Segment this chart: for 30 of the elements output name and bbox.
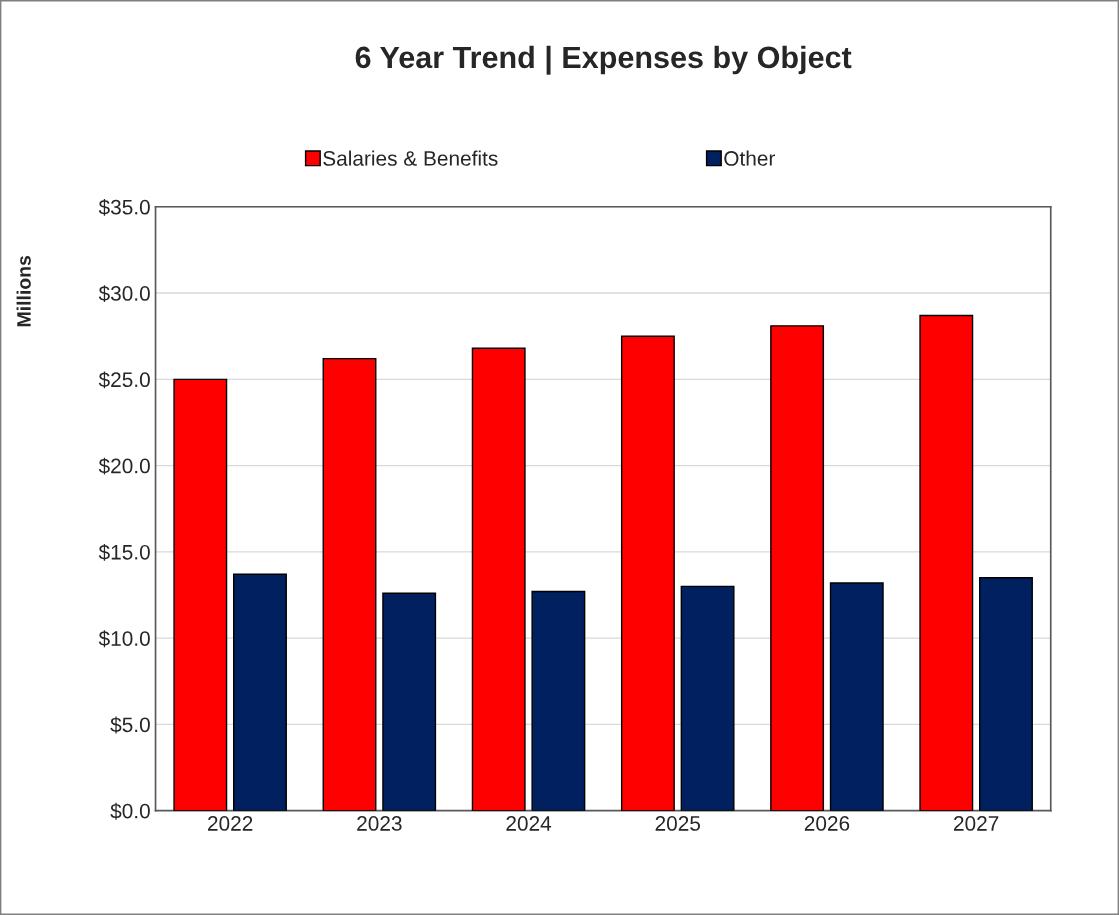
- x-tick-label: 2023: [357, 816, 402, 831]
- legend-label: Salaries & Benefits: [323, 150, 498, 166]
- bar: [382, 592, 437, 811]
- y-axis-title: Millions: [16, 255, 31, 327]
- x-tick-label: 2022: [208, 816, 253, 831]
- y-tick-label: $10.0: [98, 630, 150, 648]
- bar: [979, 577, 1033, 811]
- bar: [471, 347, 526, 811]
- y-tick-label: $15.0: [98, 544, 150, 561]
- legend-label: Other: [724, 150, 776, 166]
- x-tick-label: 2026: [804, 816, 850, 831]
- bar: [173, 378, 228, 811]
- y-tick-label: $0.0: [110, 802, 150, 820]
- bar: [829, 582, 884, 811]
- bar: [919, 314, 974, 811]
- x-tick-label: 2027: [954, 816, 999, 831]
- bar: [620, 335, 675, 811]
- y-tick-label: $25.0: [98, 371, 150, 389]
- bar: [233, 573, 287, 811]
- y-tick-label: $35.0: [98, 198, 150, 216]
- bar: [680, 585, 735, 811]
- y-tick-label: $20.0: [98, 457, 150, 475]
- chart-title: 6 Year Trend | Expenses by Object: [355, 45, 852, 75]
- x-tick-label: 2024: [506, 816, 552, 831]
- y-tick-label: $5.0: [110, 716, 150, 734]
- bar: [322, 357, 377, 811]
- bar: [770, 325, 825, 811]
- bar: [531, 590, 586, 811]
- y-tick-label: $30.0: [98, 285, 150, 303]
- x-tick-label: 2025: [655, 816, 701, 831]
